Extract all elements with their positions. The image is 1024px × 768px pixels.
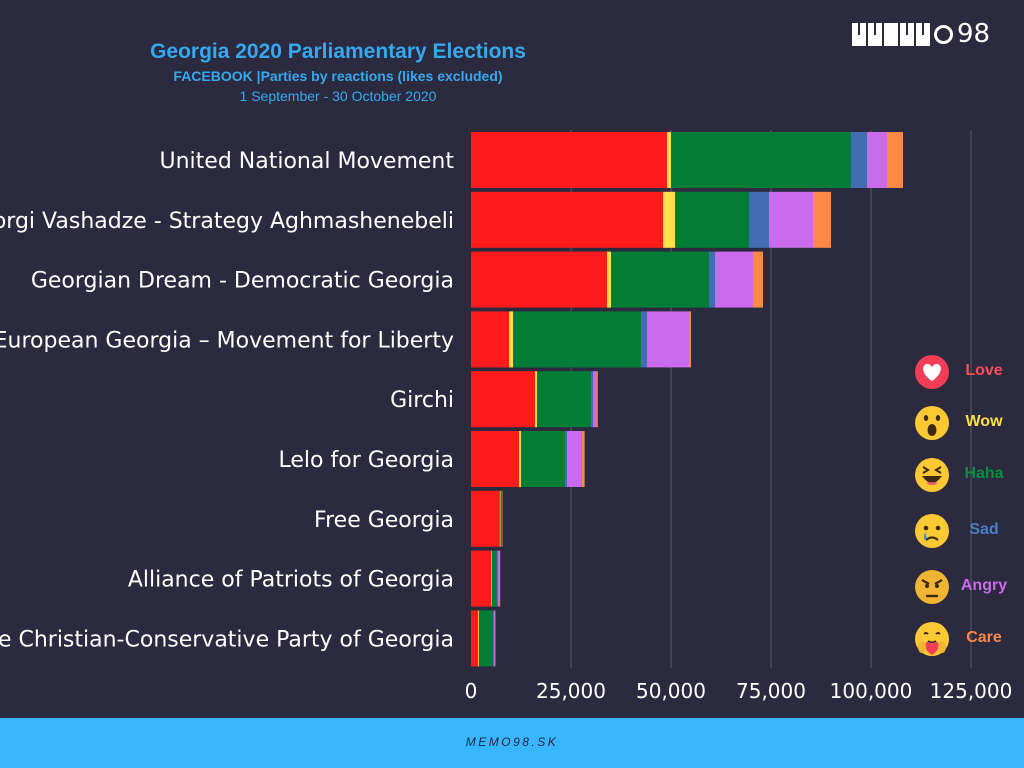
legend-item-haha: Haha	[914, 457, 1018, 497]
x-tick-label: 75,000	[736, 679, 806, 703]
category-label: Giorgi Vashadze - Strategy Aghmashenebel…	[0, 209, 454, 234]
category-label: Georgian Dream - Democratic Georgia	[31, 269, 454, 294]
stacked-bar-chart: United National Movement Giorgi Vashadze …	[0, 130, 1013, 703]
bar-segment-care	[689, 311, 691, 368]
bar-segment-wow	[519, 431, 521, 487]
bar-segment-angry	[567, 431, 582, 487]
legend-label: Wow	[965, 413, 1003, 430]
legend-item-angry: Angry	[914, 569, 1018, 609]
x-tick-label: 125,000	[930, 679, 1013, 703]
bar-segment-haha	[611, 251, 709, 308]
bar-segment-angry	[647, 311, 689, 368]
bar-segment-love	[471, 490, 500, 547]
chart-title: Georgia 2020 Parliamentary Elections	[150, 40, 526, 63]
x-tick-label: 0	[465, 679, 478, 703]
bar-segment-sad	[641, 311, 647, 368]
bar-segment-angry	[867, 132, 887, 188]
wow-face-icon	[914, 405, 950, 446]
bar-segment-love	[471, 311, 509, 368]
legend-item-care: Care	[914, 621, 1018, 661]
bar-segment-love	[471, 431, 519, 487]
category-label: United National Movement	[160, 149, 455, 174]
legend-label: Sad	[969, 521, 999, 538]
angry-face-icon	[914, 569, 950, 610]
footer-bar: MEMO98.SK	[0, 718, 1024, 768]
sad-face-icon	[914, 513, 950, 554]
category-label: European Georgia – Movement for Liberty	[0, 328, 454, 353]
chart-subtitle: FACEBOOK |Parties by reactions (likes ex…	[173, 68, 503, 84]
bar-segment-love	[471, 371, 535, 428]
bar-segment-haha	[491, 550, 497, 607]
bar-segment-wow	[509, 311, 513, 368]
haha-face-icon	[914, 457, 950, 498]
bar-segment-wow	[478, 610, 479, 667]
logo-number: 98	[957, 19, 991, 49]
category-labels: United National Movement Giorgi Vashadze …	[0, 149, 454, 652]
bar-segment-sad	[565, 431, 567, 487]
bar-segment-wow	[663, 191, 675, 248]
bar-segment-angry	[715, 251, 753, 308]
legend-label: Haha	[964, 465, 1004, 482]
bar-segment-wow	[667, 132, 671, 188]
bar-segment-wow	[499, 490, 501, 547]
bar-segment-love	[471, 251, 607, 308]
category-label: The Christian-Conservative Party of Geor…	[0, 627, 454, 652]
bar-segment-sad	[496, 550, 498, 607]
bar-segment-angry	[769, 191, 813, 248]
chart-header: Georgia 2020 Parliamentary Elections FAC…	[0, 38, 676, 106]
bar-segment-sad	[709, 251, 715, 308]
bar-segment-sad	[493, 610, 494, 667]
bar-segment-care	[596, 371, 598, 428]
bar-segment-love	[471, 191, 663, 248]
date-range: 1 September - 30 October 2020	[239, 88, 437, 104]
bar-segment-haha	[500, 490, 502, 547]
bar-segment-care	[499, 550, 501, 607]
bar-segment-sad	[749, 191, 769, 248]
legend-label: Angry	[960, 577, 1008, 594]
bar-segment-care	[581, 431, 585, 487]
love-heart-icon	[914, 354, 950, 395]
bar-segment-wow	[535, 371, 537, 428]
category-label: Alliance of Patriots of Georgia	[128, 568, 454, 593]
bar-segment-sad	[591, 371, 593, 428]
x-tick-label: 50,000	[636, 679, 706, 703]
category-label: Girchi	[390, 388, 454, 413]
bar-segment-angry	[593, 371, 597, 428]
chart-bars	[471, 132, 903, 667]
care-face-icon	[914, 621, 950, 662]
category-label: Free Georgia	[314, 508, 454, 533]
legend-item-wow: Wow	[914, 405, 1018, 445]
bar-segment-care	[753, 251, 763, 308]
bar-segment-sad	[851, 132, 867, 188]
legend-label: Love	[965, 362, 1003, 379]
bar-segment-haha	[671, 132, 851, 188]
bar-segment-love	[471, 550, 491, 607]
x-axis-tick-labels: 0 25,000 50,000 75,000 100,000 125,000	[465, 679, 1013, 703]
legend-label: Care	[966, 629, 1002, 646]
footer-text: MEMO98.SK	[465, 735, 559, 749]
bar-segment-wow	[491, 550, 492, 607]
logo-blocks-icon	[852, 22, 955, 46]
bar-segment-care	[887, 132, 903, 188]
bar-segment-haha	[521, 431, 565, 487]
x-tick-label: 25,000	[536, 679, 606, 703]
bar-segment-haha	[537, 371, 591, 428]
memo98-logo: 98	[852, 20, 990, 48]
legend-item-love: Love	[914, 354, 1018, 394]
bar-segment-wow	[607, 251, 611, 308]
legend-item-sad: Sad	[914, 513, 1018, 553]
bar-segment-love	[471, 610, 479, 667]
bar-segment-angry	[493, 610, 495, 667]
category-label: Lelo for Georgia	[279, 448, 454, 473]
bar-segment-haha	[513, 311, 641, 368]
bar-segment-care	[813, 191, 831, 248]
bar-segment-haha	[479, 610, 493, 667]
bar-segment-angry	[497, 550, 500, 607]
bar-segment-haha	[675, 191, 749, 248]
bar-segment-love	[471, 132, 667, 188]
x-tick-label: 100,000	[830, 679, 913, 703]
